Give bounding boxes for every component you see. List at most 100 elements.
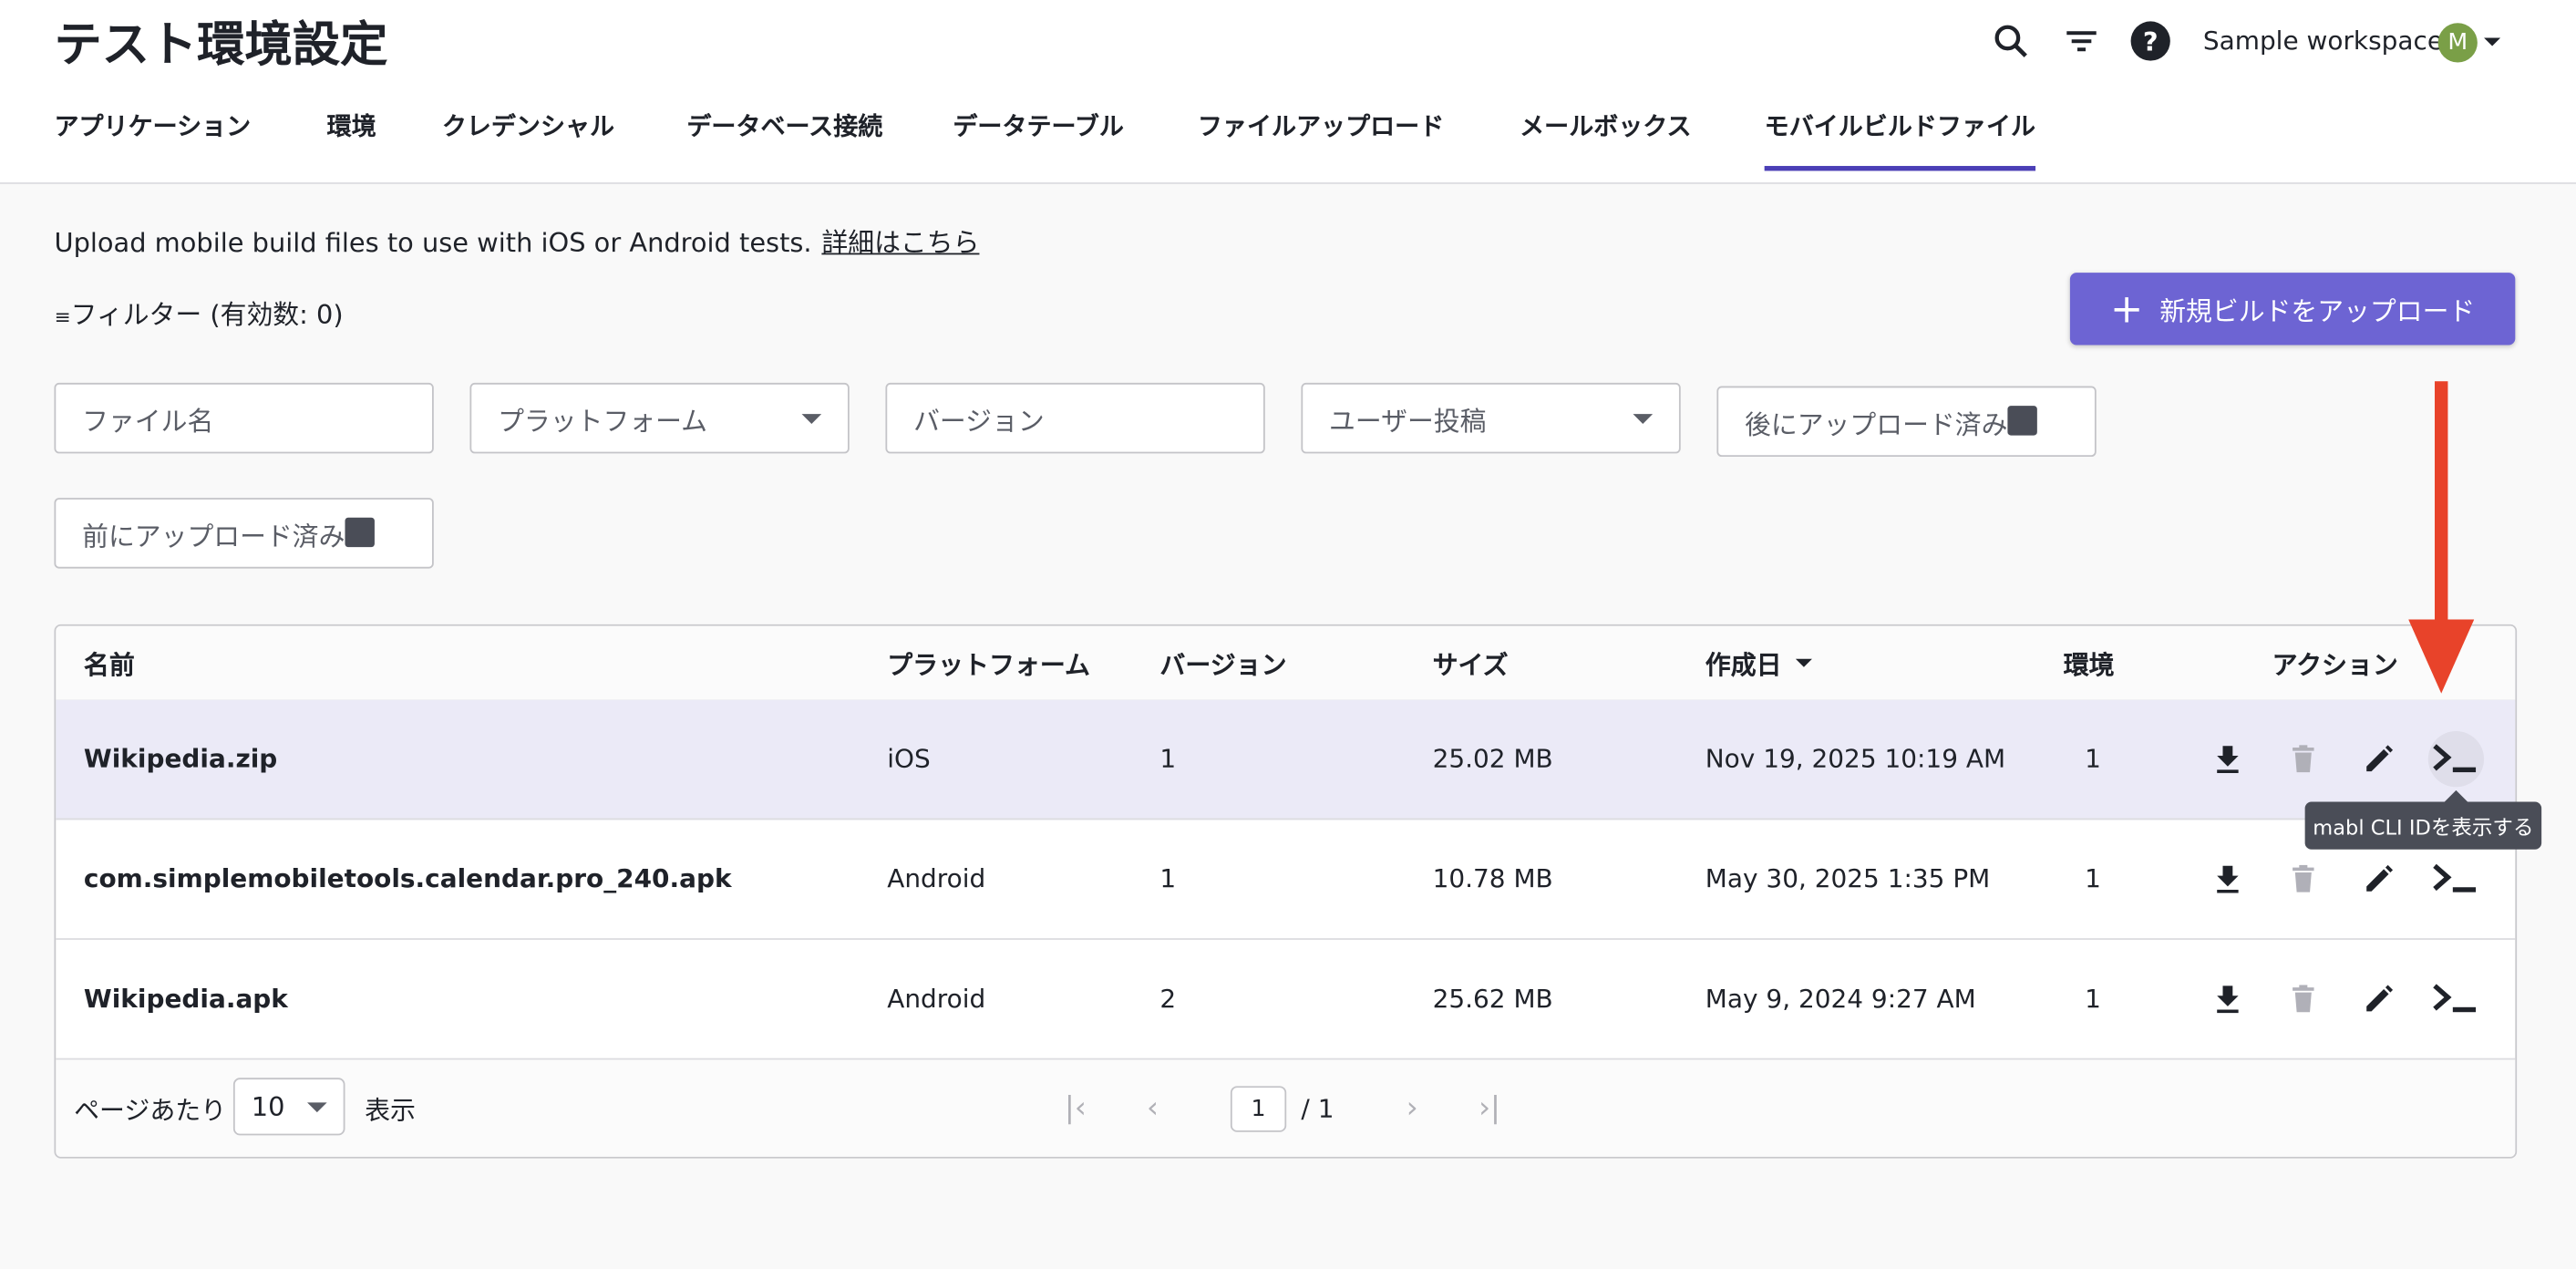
uploaded-after-placeholder: 後にアップロード済み <box>1745 408 2008 440</box>
tab-environments[interactable]: 環境 <box>326 111 376 141</box>
download-icon[interactable] <box>2200 851 2255 907</box>
cell-platform: iOS <box>887 744 931 774</box>
filter-toggle[interactable]: ≡フィルター (有効数: 0) <box>54 293 343 332</box>
terminal-icon[interactable] <box>2428 971 2484 1027</box>
cell-env: 1 <box>2085 744 2101 774</box>
col-version[interactable]: バージョン <box>1159 649 1287 680</box>
cell-created: May 30, 2025 1:35 PM <box>1705 864 1991 894</box>
table-header: 名前 プラットフォーム バージョン サイズ 作成日 環境 アクション <box>56 625 2516 702</box>
cell-created: May 9, 2024 9:27 AM <box>1705 984 1976 1015</box>
table-footer: ページあたり 10 表示 |‹ ‹ 1 / 1 › ›| <box>56 1059 2516 1157</box>
sort-desc-icon <box>1795 658 1812 667</box>
cell-version: 1 <box>1159 864 1177 894</box>
uploaded-by-placeholder: ユーザー投稿 <box>1329 405 1487 437</box>
download-icon[interactable] <box>2200 971 2255 1027</box>
cell-version: 1 <box>1159 744 1177 774</box>
table-row[interactable]: com.simplemobiletools.calendar.pro_240.a… <box>56 820 2516 940</box>
file-name-placeholder: ファイル名 <box>82 405 214 437</box>
cell-env: 1 <box>2085 864 2101 894</box>
annotation-arrow <box>2408 381 2475 694</box>
cell-name: Wikipedia.apk <box>83 984 288 1015</box>
prev-page-icon[interactable]: ‹ <box>1147 1090 1159 1126</box>
show-label: 表示 <box>365 1095 417 1125</box>
filter-small-icon: ≡ <box>54 305 71 329</box>
cell-size: 25.62 MB <box>1432 984 1553 1015</box>
download-icon[interactable] <box>2200 731 2255 787</box>
cell-name: Wikipedia.zip <box>83 744 278 774</box>
tab-database-connections[interactable]: データベース接続 <box>686 111 883 141</box>
delete-icon[interactable] <box>2275 731 2331 787</box>
cli-id-tooltip: mabl CLI IDを表示する <box>2304 801 2542 850</box>
cell-size: 25.02 MB <box>1432 744 1553 774</box>
platform-placeholder: プラットフォーム <box>498 405 707 437</box>
col-created[interactable]: 作成日 <box>1705 626 1812 700</box>
cell-platform: Android <box>887 864 986 894</box>
uploaded-by-select[interactable]: ユーザー投稿 <box>1301 382 1681 454</box>
top-header: テスト環境設定 ? Sample workspace M アプリケーション 環境… <box>0 0 2576 184</box>
uploaded-before-input[interactable]: 前にアップロード済み <box>54 498 434 569</box>
col-env: 環境 <box>2063 649 2115 680</box>
delete-icon[interactable] <box>2275 851 2331 907</box>
next-page-icon[interactable]: › <box>1406 1090 1418 1126</box>
chevron-down-icon <box>307 1101 327 1112</box>
tab-file-uploads[interactable]: ファイルアップロード <box>1197 111 1445 141</box>
per-page-select[interactable]: 10 <box>232 1078 345 1136</box>
col-size[interactable]: サイズ <box>1432 649 1509 680</box>
description-text: Upload mobile build files to use with iO… <box>54 226 812 258</box>
filter-icon[interactable] <box>2060 20 2103 63</box>
cell-created: Nov 19, 2025 10:19 AM <box>1705 744 2006 774</box>
tab-mailboxes[interactable]: メールボックス <box>1520 111 1692 141</box>
uploaded-after-input[interactable]: 後にアップロード済み <box>1716 386 2097 458</box>
version-placeholder: バージョン <box>913 405 1045 437</box>
tab-applications[interactable]: アプリケーション <box>54 111 252 141</box>
chevron-down-icon <box>801 413 822 424</box>
last-page-icon[interactable]: ›| <box>1479 1090 1500 1126</box>
upload-build-label: 新規ビルドをアップロード <box>2159 295 2476 327</box>
filter-label: フィルター (有効数: 0) <box>70 299 344 331</box>
table-row[interactable]: Wikipedia.apk Android 2 25.62 MB May 9, … <box>56 940 2516 1060</box>
tab-datatables[interactable]: データテーブル <box>953 111 1124 141</box>
edit-icon[interactable] <box>2351 971 2406 1027</box>
per-page-label: ページあたり <box>74 1095 227 1125</box>
edit-icon[interactable] <box>2351 731 2406 787</box>
tab-mobile-build-files[interactable]: モバイルビルドファイル <box>1764 108 2036 171</box>
col-name[interactable]: 名前 <box>83 649 135 680</box>
tab-credentials[interactable]: クレデンシャル <box>441 111 615 141</box>
table-row[interactable]: Wikipedia.zip iOS 1 25.02 MB Nov 19, 202… <box>56 699 2516 820</box>
col-platform[interactable]: プラットフォーム <box>887 649 1090 680</box>
chevron-down-icon <box>1633 413 1654 424</box>
uploaded-before-placeholder: 前にアップロード済み <box>82 520 345 552</box>
tooltip-pointer <box>2444 789 2468 802</box>
cell-name: com.simplemobiletools.calendar.pro_240.a… <box>83 864 732 894</box>
workspace-caret-icon[interactable] <box>2484 37 2501 46</box>
edit-icon[interactable] <box>2351 851 2406 907</box>
description: Upload mobile build files to use with iO… <box>54 221 979 260</box>
avatar[interactable]: M <box>2437 23 2478 63</box>
version-input[interactable]: バージョン <box>885 382 1265 454</box>
terminal-icon[interactable] <box>2427 731 2485 788</box>
calendar-icon[interactable] <box>345 517 375 548</box>
first-page-icon[interactable]: |‹ <box>1064 1090 1087 1126</box>
total-pages: / 1 <box>1301 1093 1334 1123</box>
platform-select[interactable]: プラットフォーム <box>469 382 850 454</box>
calendar-icon[interactable] <box>2007 406 2037 436</box>
cell-version: 2 <box>1159 984 1177 1015</box>
help-icon[interactable]: ? <box>2130 21 2170 61</box>
upload-build-button[interactable]: + 新規ビルドをアップロード <box>2069 273 2516 346</box>
plus-icon: + <box>2109 285 2144 333</box>
build-files-table: 名前 プラットフォーム バージョン サイズ 作成日 環境 アクション Wikip… <box>54 624 2518 1159</box>
cell-platform: Android <box>887 984 986 1015</box>
page-input[interactable]: 1 <box>1230 1086 1287 1132</box>
cell-size: 10.78 MB <box>1432 864 1553 894</box>
col-created-label: 作成日 <box>1705 649 1782 680</box>
learn-more-link[interactable]: 詳細はこちら <box>821 226 980 258</box>
workspace-name[interactable]: Sample workspace <box>2202 26 2444 57</box>
search-icon[interactable] <box>1990 20 2033 63</box>
cell-env: 1 <box>2085 984 2101 1015</box>
page-title: テスト環境設定 <box>54 16 388 73</box>
file-name-input[interactable]: ファイル名 <box>54 382 434 454</box>
delete-icon[interactable] <box>2275 971 2331 1027</box>
col-actions: アクション <box>2272 649 2398 680</box>
per-page-value: 10 <box>251 1090 285 1122</box>
terminal-icon[interactable] <box>2428 851 2484 907</box>
